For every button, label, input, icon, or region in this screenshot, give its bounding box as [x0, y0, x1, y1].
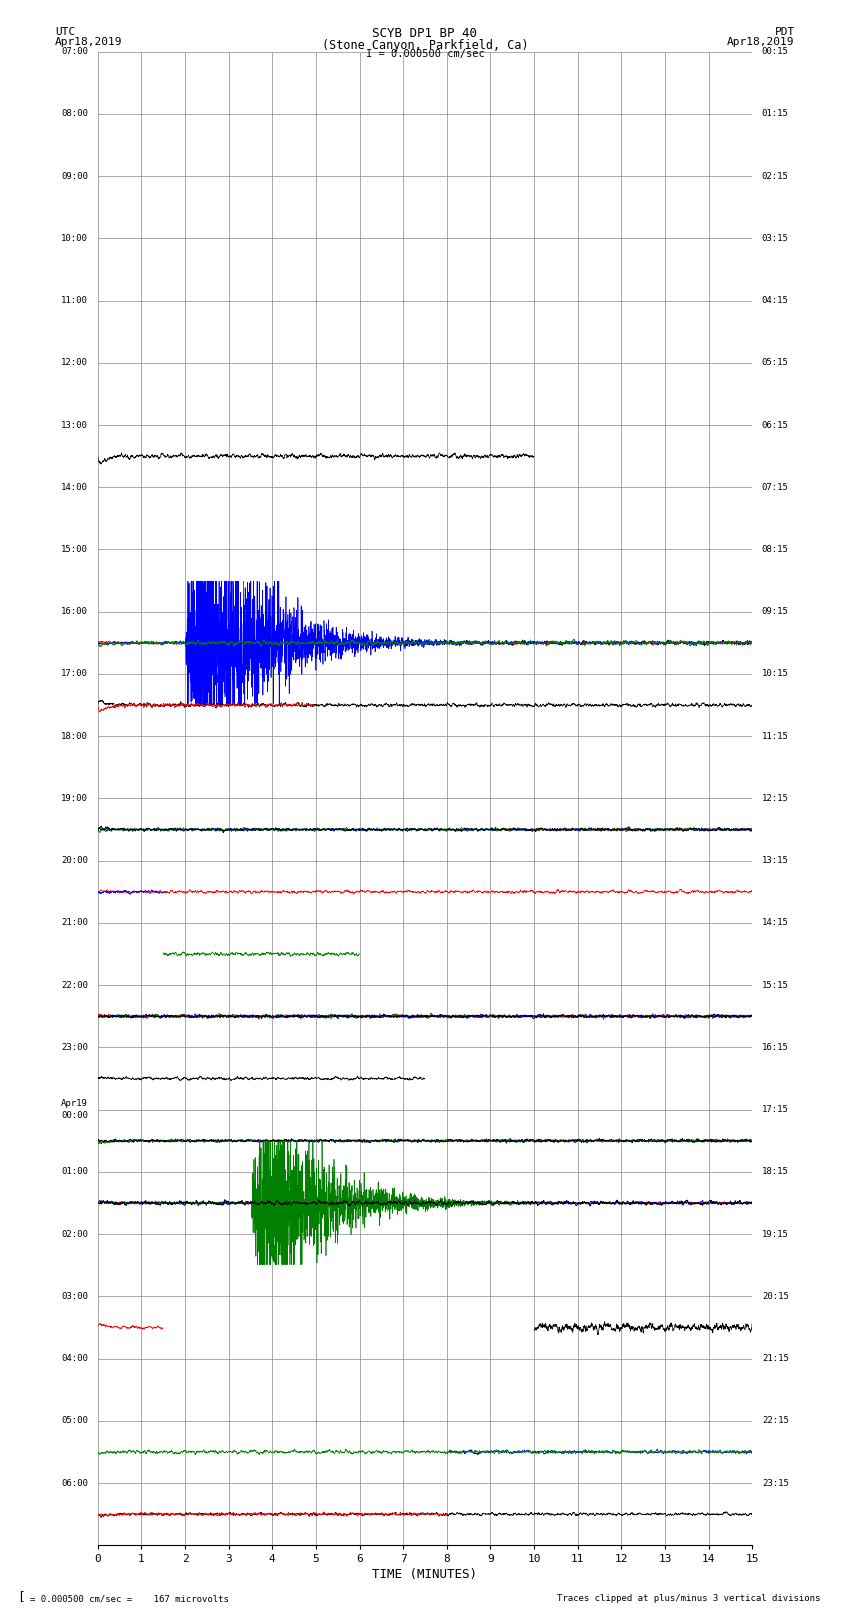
- Text: 04:15: 04:15: [762, 297, 789, 305]
- Text: 01:00: 01:00: [61, 1168, 88, 1176]
- Text: 23:15: 23:15: [762, 1479, 789, 1487]
- Text: 06:15: 06:15: [762, 421, 789, 429]
- Text: 04:00: 04:00: [61, 1353, 88, 1363]
- Text: UTC: UTC: [55, 26, 76, 37]
- Text: Apr18,2019: Apr18,2019: [728, 37, 795, 47]
- Text: 21:15: 21:15: [762, 1353, 789, 1363]
- Text: 11:00: 11:00: [61, 297, 88, 305]
- Text: = 0.000500 cm/sec =    167 microvolts: = 0.000500 cm/sec = 167 microvolts: [30, 1594, 229, 1603]
- Text: 03:00: 03:00: [61, 1292, 88, 1300]
- Text: Traces clipped at plus/minus 3 vertical divisions: Traces clipped at plus/minus 3 vertical …: [557, 1594, 820, 1603]
- Text: 06:00: 06:00: [61, 1479, 88, 1487]
- Text: 22:00: 22:00: [61, 981, 88, 990]
- Text: 12:15: 12:15: [762, 794, 789, 803]
- Text: 15:00: 15:00: [61, 545, 88, 553]
- Text: 08:15: 08:15: [762, 545, 789, 553]
- Text: 07:00: 07:00: [61, 47, 88, 56]
- Text: 19:15: 19:15: [762, 1229, 789, 1239]
- Text: 09:15: 09:15: [762, 606, 789, 616]
- Text: 00:00: 00:00: [61, 1111, 88, 1119]
- Text: 01:15: 01:15: [762, 110, 789, 118]
- Text: 21:00: 21:00: [61, 918, 88, 927]
- Text: 16:00: 16:00: [61, 606, 88, 616]
- Text: Apr19: Apr19: [61, 1100, 88, 1108]
- Text: 15:15: 15:15: [762, 981, 789, 990]
- Text: 16:15: 16:15: [762, 1044, 789, 1052]
- Text: 20:00: 20:00: [61, 857, 88, 865]
- Text: [: [: [17, 1590, 25, 1603]
- Text: 02:00: 02:00: [61, 1229, 88, 1239]
- Text: SCYB DP1 BP 40: SCYB DP1 BP 40: [372, 26, 478, 40]
- Text: 18:00: 18:00: [61, 732, 88, 740]
- Text: 22:15: 22:15: [762, 1416, 789, 1426]
- Text: 10:00: 10:00: [61, 234, 88, 244]
- Text: 10:15: 10:15: [762, 669, 789, 679]
- Text: 08:00: 08:00: [61, 110, 88, 118]
- Text: 11:15: 11:15: [762, 732, 789, 740]
- Text: 09:00: 09:00: [61, 171, 88, 181]
- Text: 13:15: 13:15: [762, 857, 789, 865]
- Text: 12:00: 12:00: [61, 358, 88, 368]
- Text: 07:15: 07:15: [762, 482, 789, 492]
- Text: I = 0.000500 cm/sec: I = 0.000500 cm/sec: [366, 50, 484, 60]
- Text: 17:00: 17:00: [61, 669, 88, 679]
- Text: 14:15: 14:15: [762, 918, 789, 927]
- Text: PDT: PDT: [774, 26, 795, 37]
- Text: 02:15: 02:15: [762, 171, 789, 181]
- Text: 17:15: 17:15: [762, 1105, 789, 1115]
- Text: (Stone Canyon, Parkfield, Ca): (Stone Canyon, Parkfield, Ca): [321, 39, 529, 52]
- Text: 23:00: 23:00: [61, 1044, 88, 1052]
- Text: 18:15: 18:15: [762, 1168, 789, 1176]
- Text: Apr18,2019: Apr18,2019: [55, 37, 122, 47]
- X-axis label: TIME (MINUTES): TIME (MINUTES): [372, 1568, 478, 1581]
- Text: 00:15: 00:15: [762, 47, 789, 56]
- Text: 20:15: 20:15: [762, 1292, 789, 1300]
- Text: 13:00: 13:00: [61, 421, 88, 429]
- Text: 05:00: 05:00: [61, 1416, 88, 1426]
- Text: 05:15: 05:15: [762, 358, 789, 368]
- Text: 14:00: 14:00: [61, 482, 88, 492]
- Text: 19:00: 19:00: [61, 794, 88, 803]
- Text: 03:15: 03:15: [762, 234, 789, 244]
